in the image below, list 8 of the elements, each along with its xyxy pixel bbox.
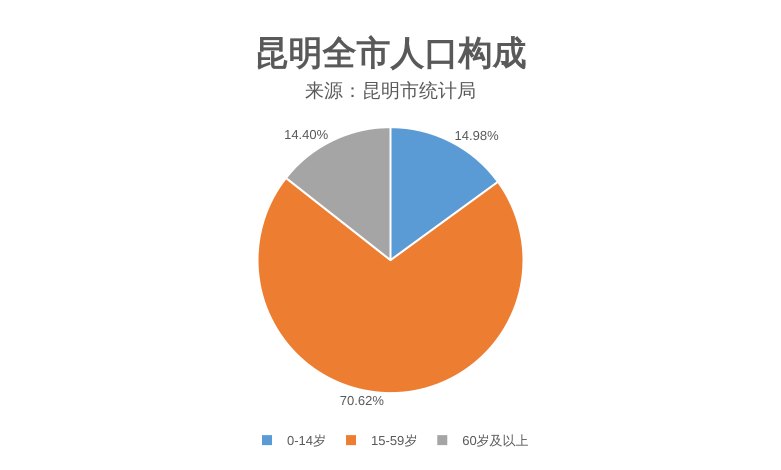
legend-label: 15-59岁 — [371, 433, 418, 448]
data-label: 70.62% — [340, 393, 384, 408]
legend-label: 60岁及以上 — [462, 433, 529, 448]
chart-title: 昆明全市人口构成 — [254, 34, 526, 73]
data-label: 14.40% — [284, 126, 329, 142]
data-label: 14.98% — [454, 128, 500, 144]
legend-label: 0-14岁 — [287, 433, 326, 448]
chart-subtitle: 来源：昆明市统计局 — [305, 80, 476, 102]
